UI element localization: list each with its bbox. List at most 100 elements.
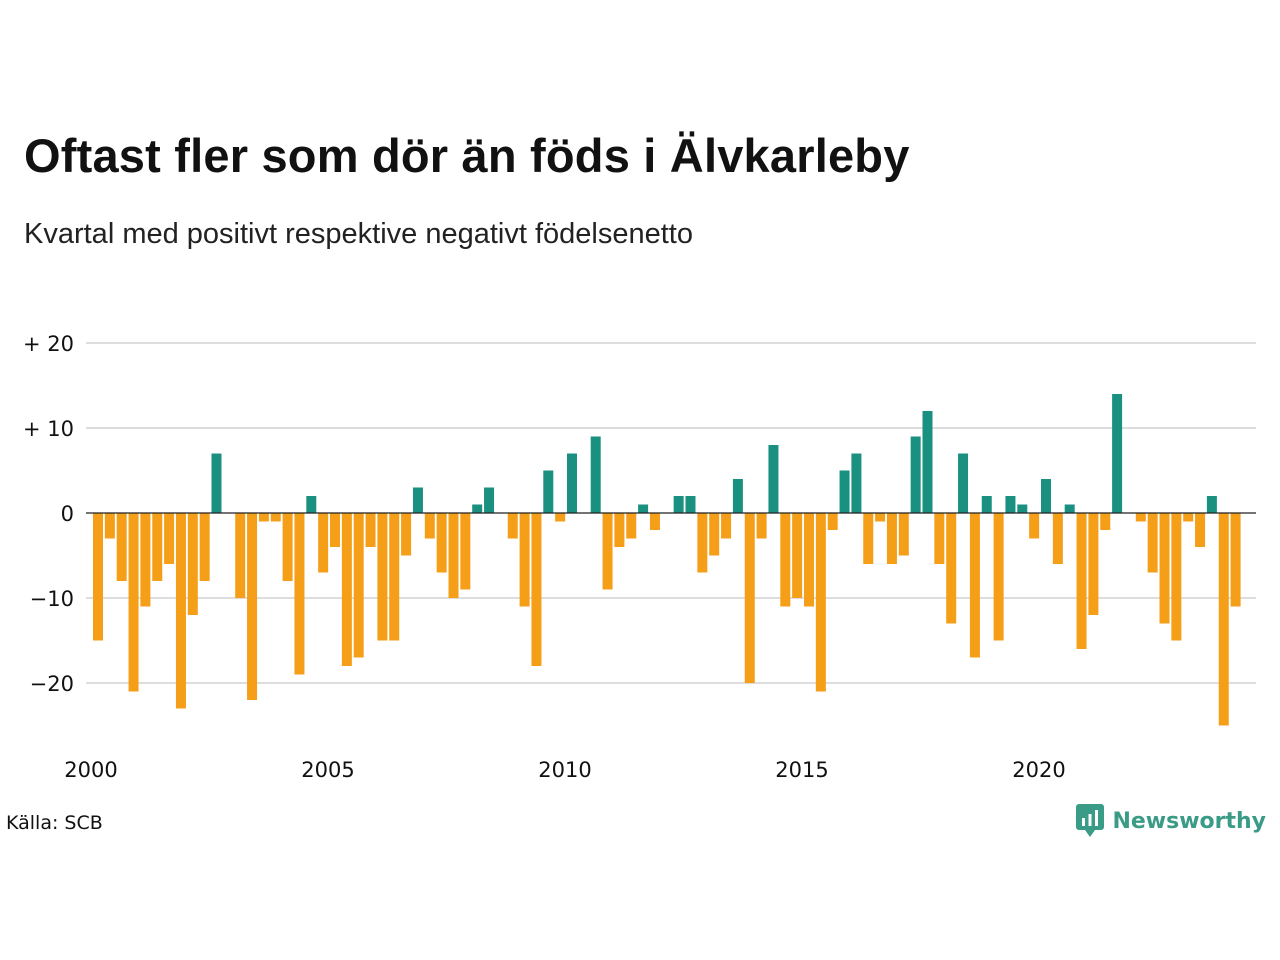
grid-lines — [86, 342, 1256, 684]
y-tick-label: −10 — [30, 587, 74, 611]
bar — [436, 513, 447, 573]
bar — [946, 513, 957, 624]
source-note: Källa: SCB — [6, 812, 103, 834]
bar — [969, 513, 980, 658]
bar — [448, 513, 459, 598]
x-tick-label: 2000 — [64, 758, 117, 782]
bar — [401, 513, 412, 556]
bar — [981, 496, 992, 513]
bar — [93, 513, 103, 641]
y-tick-label: −20 — [30, 672, 74, 696]
bar — [365, 513, 376, 547]
bar — [555, 513, 566, 522]
bar — [875, 513, 886, 522]
bar — [1195, 513, 1206, 547]
bar — [531, 513, 542, 666]
bar — [709, 513, 720, 556]
bar — [792, 513, 803, 598]
bar — [1183, 513, 1194, 522]
bar — [1041, 479, 1051, 513]
bar — [389, 513, 400, 641]
bar — [424, 513, 435, 539]
bar — [294, 513, 305, 675]
bar — [851, 453, 862, 513]
bar — [164, 513, 175, 564]
bar — [1147, 513, 1158, 573]
bar — [804, 513, 814, 607]
bar — [484, 487, 495, 513]
bar — [614, 513, 625, 547]
bar — [1029, 513, 1040, 539]
bar — [649, 513, 660, 530]
bar — [626, 513, 637, 539]
bar — [756, 513, 767, 539]
bar — [128, 513, 139, 692]
bar — [697, 513, 708, 573]
bar — [318, 513, 329, 573]
bar — [519, 513, 530, 607]
bar — [507, 513, 518, 539]
x-tick-label: 2020 — [1012, 758, 1065, 782]
newsworthy-logo-icon — [1076, 804, 1105, 837]
bar — [934, 513, 945, 564]
bar — [353, 513, 364, 658]
y-tick-label: 0 — [61, 502, 74, 526]
bar — [1100, 513, 1111, 530]
bar — [744, 513, 755, 683]
bar — [270, 513, 281, 522]
bar — [258, 513, 269, 522]
bar — [721, 513, 732, 539]
brand-name: Newsworthy — [1112, 808, 1266, 834]
bar — [780, 513, 791, 607]
y-axis: + 20 + 10 0 −10 −20 — [23, 332, 74, 696]
bar — [341, 513, 352, 666]
bar — [377, 513, 388, 641]
bar — [1017, 504, 1028, 513]
bar — [306, 496, 317, 513]
bar — [330, 513, 340, 547]
y-tick-label: + 20 — [23, 332, 74, 356]
x-axis: 2000 2005 2010 2015 2020 — [64, 758, 1065, 782]
bar — [1171, 513, 1182, 641]
bar — [685, 496, 696, 513]
bar — [187, 513, 198, 615]
chart-title: Oftast fler som dör än föds i Älvkarleby — [24, 129, 910, 182]
bar — [590, 436, 601, 513]
bar — [1230, 513, 1241, 607]
bar — [460, 513, 471, 590]
bar — [839, 470, 850, 513]
bar — [768, 445, 779, 513]
chart-subtitle: Kvartal med positivt respektive negativt… — [24, 218, 693, 250]
bar — [1064, 504, 1075, 513]
bar — [1159, 513, 1170, 624]
bar — [1112, 394, 1123, 513]
bar — [1052, 513, 1063, 564]
bar — [922, 411, 933, 513]
bar — [1005, 496, 1016, 513]
bar — [152, 513, 163, 581]
brand-logo: Newsworthy — [1076, 804, 1266, 838]
bar — [732, 479, 743, 513]
bar — [104, 513, 115, 539]
x-tick-label: 2010 — [538, 758, 591, 782]
bars — [93, 394, 1241, 726]
bar — [886, 513, 897, 564]
bar — [898, 513, 909, 556]
x-tick-label: 2015 — [775, 758, 828, 782]
bar — [1088, 513, 1099, 615]
bar — [116, 513, 127, 581]
bar — [282, 513, 293, 581]
bar — [815, 513, 826, 692]
bar — [211, 453, 222, 513]
bar — [638, 504, 649, 513]
bar — [910, 436, 921, 513]
bar — [175, 513, 186, 709]
bar — [543, 470, 554, 513]
bar — [993, 513, 1004, 641]
bar — [958, 453, 969, 513]
bar — [602, 513, 613, 590]
bar — [472, 504, 483, 513]
bar — [567, 453, 577, 513]
bar — [827, 513, 838, 530]
